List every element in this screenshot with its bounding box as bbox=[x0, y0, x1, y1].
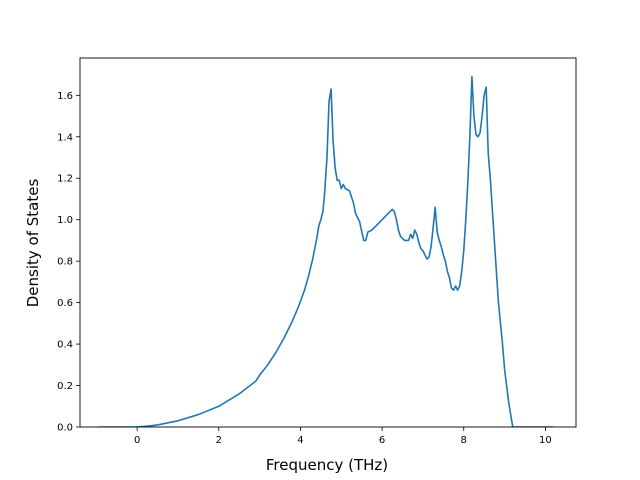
x-axis-label: Frequency (THz) bbox=[266, 456, 388, 474]
x-tick-label: 0 bbox=[134, 435, 140, 446]
y-tick-label: 1.6 bbox=[57, 91, 73, 102]
x-tick-label: 6 bbox=[379, 435, 385, 446]
y-tick-label: 0.8 bbox=[57, 257, 73, 268]
y-tick-label: 0.4 bbox=[57, 340, 73, 351]
x-tick-label: 2 bbox=[216, 435, 222, 446]
series-layer bbox=[98, 75, 554, 427]
y-axis-label: Density of States bbox=[24, 179, 42, 308]
x-tick-label: 10 bbox=[539, 435, 552, 446]
y-tick-label: 1.4 bbox=[57, 132, 73, 143]
y-axis-ticks: 0.0 0.2 0.4 0.6 0.8 1.0 1.2 1.4 1.6 bbox=[57, 91, 80, 434]
y-tick-label: 1.0 bbox=[57, 215, 73, 226]
x-tick-label: 4 bbox=[297, 435, 303, 446]
y-tick-label: 1.2 bbox=[57, 174, 73, 185]
series-line-0 bbox=[98, 75, 554, 427]
y-tick-label: 0.0 bbox=[57, 423, 73, 434]
axes-border bbox=[79, 57, 577, 428]
y-tick-label: 0.6 bbox=[57, 298, 73, 309]
x-tick-label: 8 bbox=[461, 435, 467, 446]
x-axis-ticks: 0 2 4 6 8 10 bbox=[134, 427, 552, 446]
axes-frame bbox=[79, 57, 577, 428]
y-tick-label: 0.2 bbox=[57, 381, 73, 392]
